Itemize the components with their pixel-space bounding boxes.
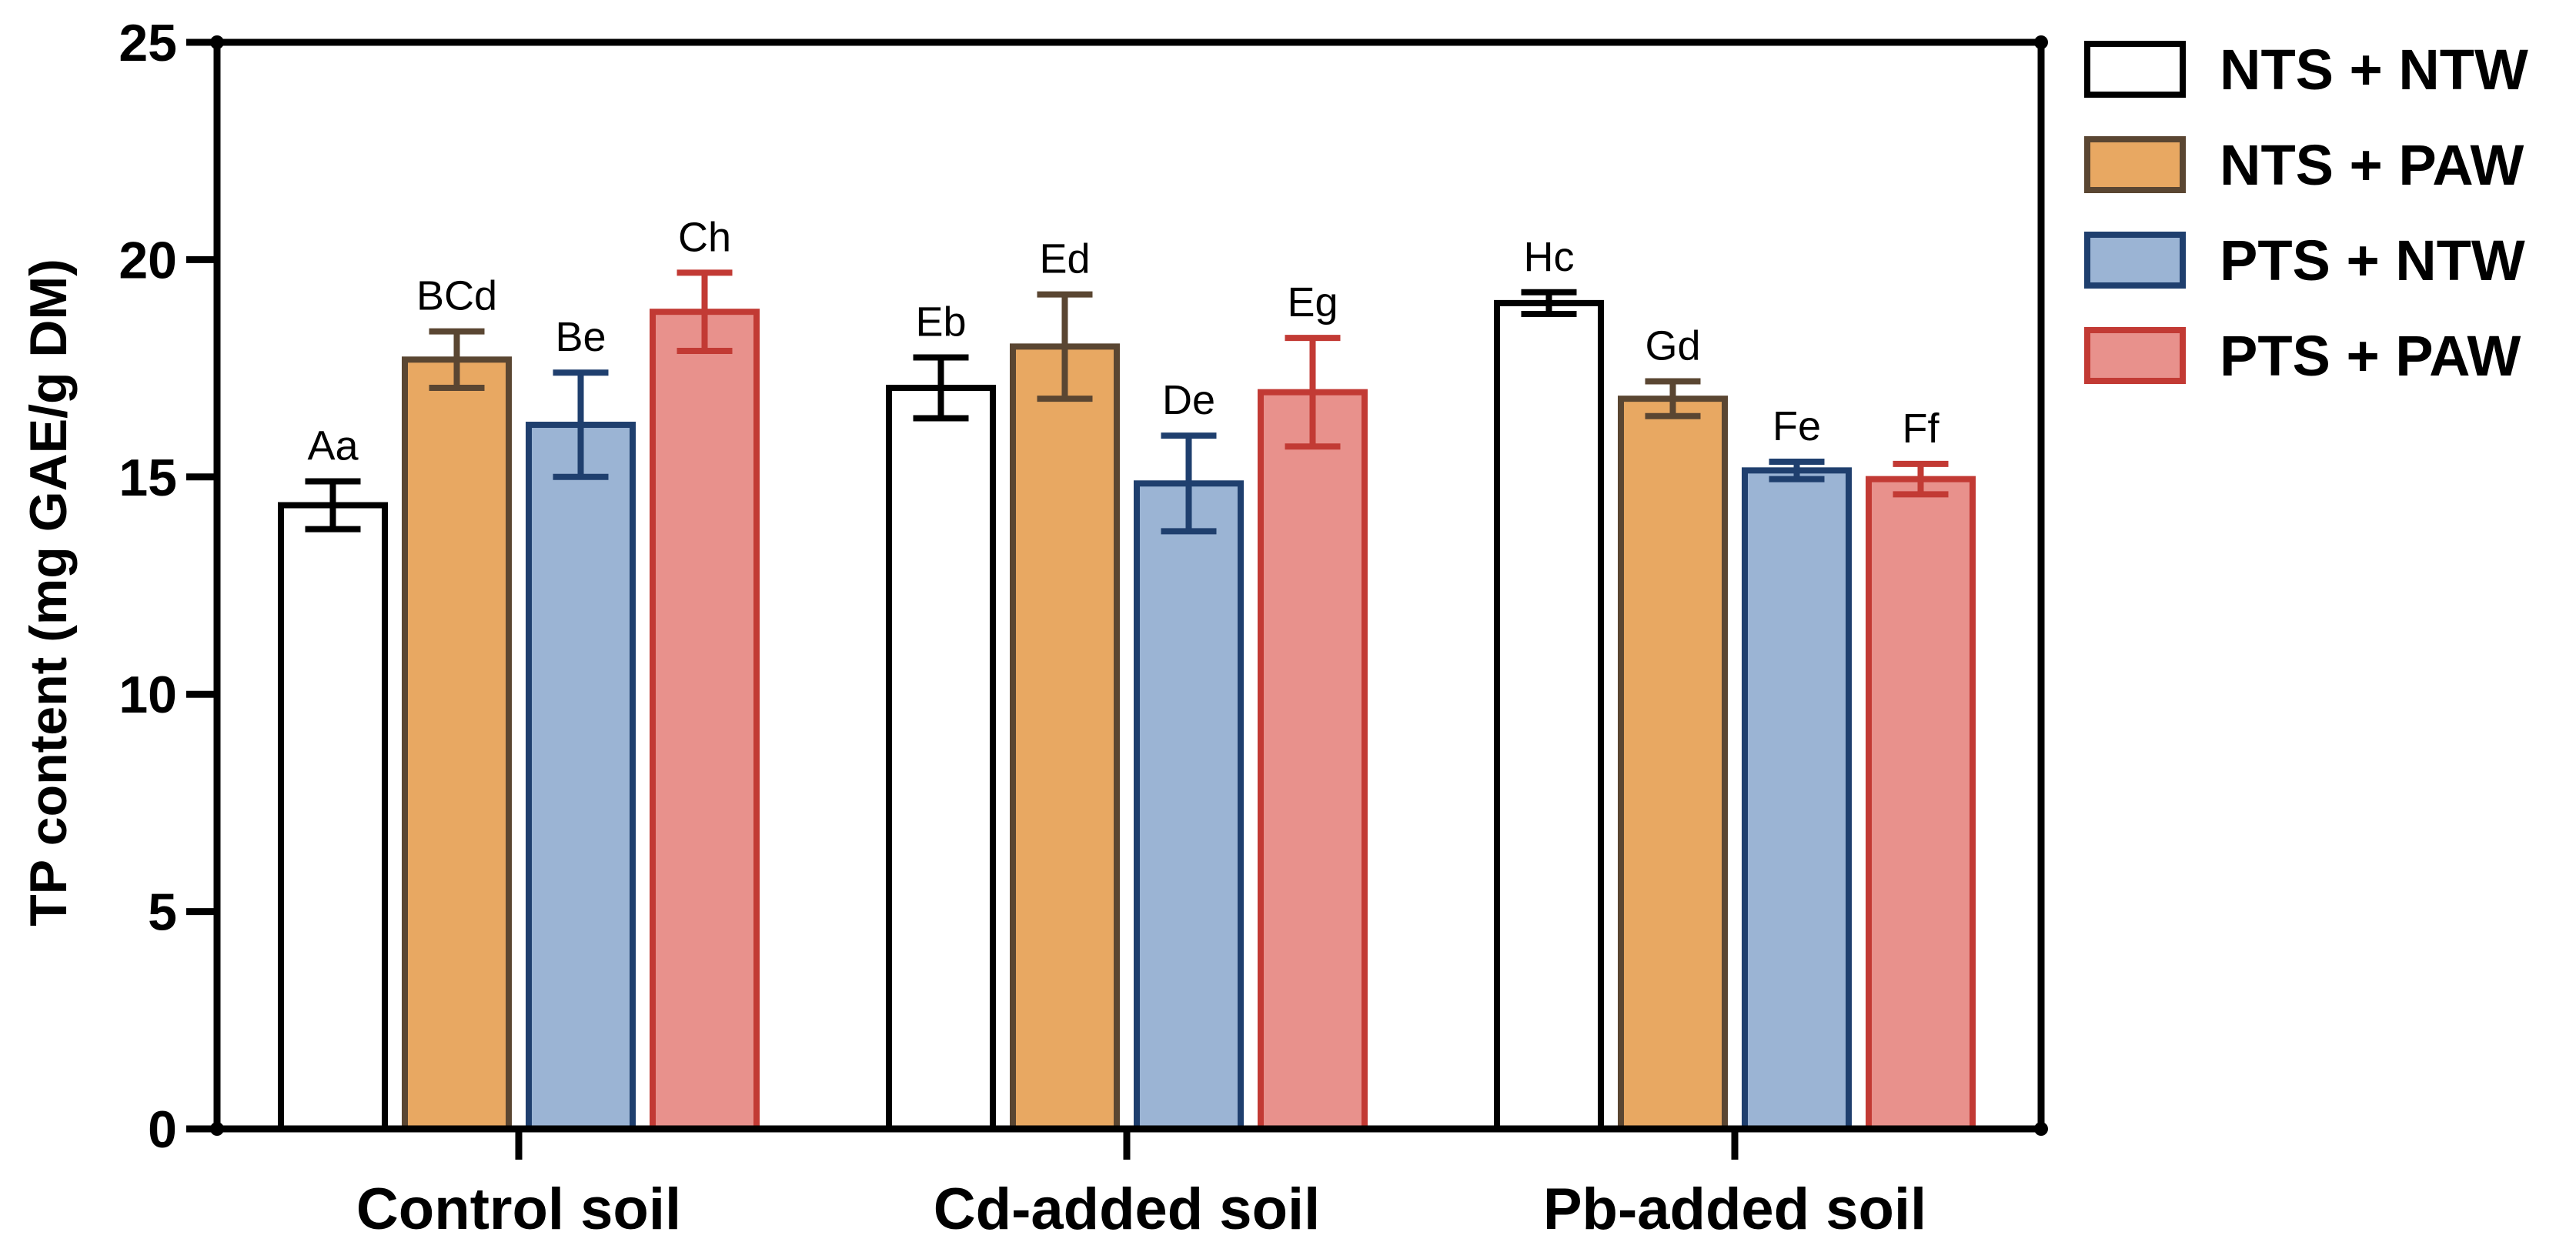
legend-swatch [2084, 41, 2186, 98]
significance-label: BCd [416, 273, 497, 319]
legend-swatch [2084, 136, 2186, 193]
legend-label: PTS + NTW [2220, 229, 2525, 292]
x-category-label: Control soil [356, 1177, 681, 1242]
bar-2-3 [1866, 476, 1976, 1132]
bar-2-0 [1494, 299, 1604, 1132]
significance-label: Hc [1524, 234, 1575, 280]
bar-2-2 [1742, 467, 1852, 1132]
y-tick-label: 15 [119, 449, 177, 507]
bar-0-1 [402, 356, 512, 1132]
legend-label: PTS + PAW [2220, 324, 2521, 388]
bar-1-2 [1134, 480, 1244, 1132]
bar-1-0 [886, 385, 996, 1132]
bar-1-1 [1010, 343, 1120, 1132]
significance-label: Eg [1287, 279, 1338, 326]
frame-corner [2034, 35, 2048, 49]
significance-label: Ch [678, 214, 731, 260]
significance-label: Ff [1903, 406, 1940, 452]
significance-label: Aa [307, 422, 359, 469]
bar-0-2 [526, 422, 636, 1132]
significance-label: Fe [1772, 403, 1821, 449]
bar-2-1 [1618, 396, 1728, 1132]
x-category-label: Pb-added soil [1543, 1177, 1926, 1242]
significance-label: Ed [1039, 236, 1090, 282]
significance-label: Gd [1645, 323, 1700, 369]
significance-label: De [1162, 377, 1215, 423]
bar-0-0 [278, 502, 388, 1132]
frame-corner [2034, 1122, 2048, 1136]
legend-swatch [2084, 327, 2186, 384]
y-tick-label: 0 [148, 1100, 177, 1159]
y-tick-label: 10 [119, 666, 177, 724]
legend-swatch [2084, 232, 2186, 289]
legend-label: NTS + PAW [2220, 133, 2524, 197]
significance-label: Be [555, 314, 606, 360]
y-tick-label: 5 [148, 883, 177, 942]
y-axis-label: TP content (mg GAE/g DM) [19, 259, 78, 926]
legend-label: NTS + NTW [2220, 38, 2528, 102]
bar-1-3 [1258, 389, 1368, 1132]
x-category-label: Cd-added soil [934, 1177, 1320, 1242]
bar-0-3 [650, 309, 760, 1132]
y-tick-label: 25 [119, 14, 177, 72]
significance-label: Eb [915, 299, 966, 345]
y-tick-label: 20 [119, 231, 177, 289]
